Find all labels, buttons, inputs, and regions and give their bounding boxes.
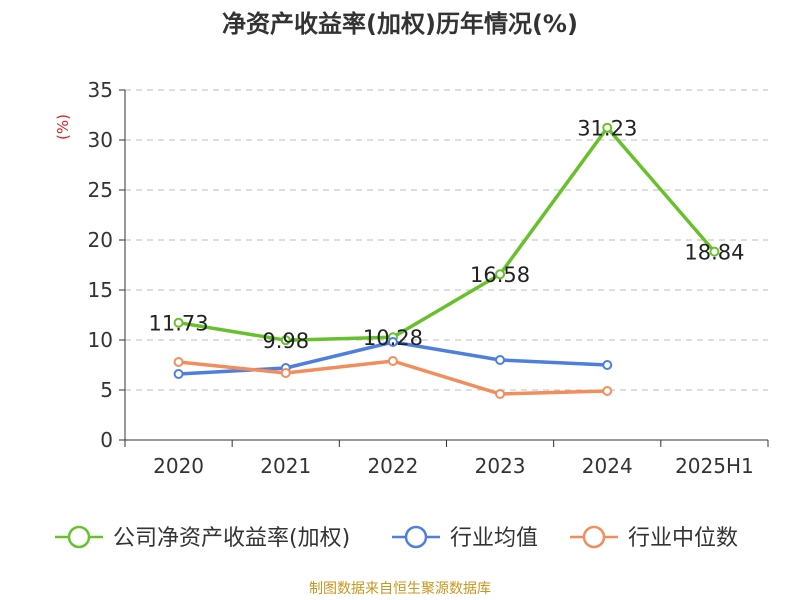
y-tick-label: 10 (88, 328, 113, 352)
legend-label: 公司净资产收益率(加权) (113, 526, 350, 551)
y-tick-label: 25 (88, 178, 113, 202)
y-axis-label: (%) (54, 114, 72, 140)
data-label: 31.23 (577, 117, 637, 141)
series-lines (173, 122, 720, 399)
data-label: 10.28 (363, 326, 423, 350)
data-point (387, 337, 398, 347)
x-tick-label: 2022 (367, 454, 418, 478)
data-point (602, 360, 613, 370)
axes: 0 5 10 15 20 25 30 35 2020 2021 2022 2023 2024 2025H1… (54, 78, 769, 478)
data-label: 11.73 (149, 312, 209, 336)
legend: 公司净资产收益率(加权) 行业均值 行业中位数 (55, 525, 738, 551)
data-point (280, 368, 291, 378)
data-point (173, 357, 184, 367)
legend-marker (404, 525, 428, 549)
legend-marker (582, 525, 606, 549)
x-tick-label: 2020 (153, 454, 204, 478)
data-label: 9.98 (262, 329, 309, 353)
source-note: 制图数据来自恒生聚源数据库 (309, 581, 491, 597)
data-labels: 11.73 9.98 10.28 16.58 31.23 18.84 (149, 117, 745, 354)
chart-title: 净资产收益率(加权)历年情况(%) (222, 10, 578, 38)
data-point (602, 386, 613, 396)
data-point (495, 355, 506, 365)
series-line (176, 125, 717, 342)
data-label: 18.84 (684, 241, 744, 265)
x-tick-label: 2025H1 (675, 454, 754, 478)
x-tick-label: 2024 (582, 454, 633, 478)
data-point (280, 335, 291, 346)
x-tick-label: 2023 (475, 454, 526, 478)
y-tick-label: 20 (88, 228, 113, 252)
x-tick-label: 2021 (260, 454, 311, 478)
data-point (709, 246, 720, 257)
legend-label: 行业均值 (450, 526, 538, 551)
y-tick-label: 30 (88, 128, 113, 152)
y-tick-label: 5 (100, 378, 113, 402)
data-point (495, 389, 506, 399)
data-point (495, 269, 506, 280)
data-label: 16.58 (470, 263, 530, 287)
y-tick-label: 15 (88, 278, 113, 302)
y-tick-label: 0 (100, 428, 113, 452)
legend-label: 行业中位数 (628, 526, 738, 551)
data-point (602, 122, 613, 133)
legend-marker (67, 525, 91, 549)
y-tick-label: 35 (88, 78, 113, 102)
data-point (387, 356, 398, 366)
data-point (173, 317, 184, 328)
data-point (173, 369, 184, 379)
grid-lines (125, 89, 768, 391)
